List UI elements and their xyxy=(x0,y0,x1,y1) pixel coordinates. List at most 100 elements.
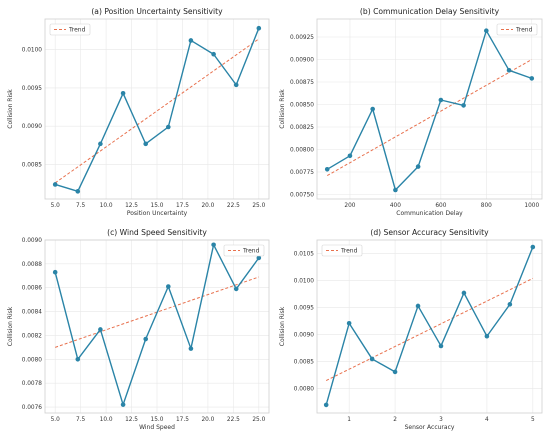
chart-1-legend-box xyxy=(49,23,91,36)
chart-2-y-tick-label: 0.00775 xyxy=(290,170,314,176)
chart-1-x-tick-label: 7.5 xyxy=(76,203,86,209)
chart-1-legend-label: Trend xyxy=(68,27,86,34)
chart-4-x-tick-label: 2 xyxy=(393,417,397,423)
chart-2-data-point xyxy=(484,28,489,33)
chart-3-x-tick-label: 12.5 xyxy=(125,417,138,423)
chart-2-x-axis-label: Communication Delay xyxy=(396,210,463,217)
chart-4-y-tick-label: 0.0100 xyxy=(294,279,315,285)
chart-1-data-point xyxy=(120,90,126,96)
chart-3-series-line xyxy=(54,244,260,406)
chart-4-y-tick-label: 0.0105 xyxy=(294,252,315,258)
chart-4-x-tick-label: 1 xyxy=(347,417,351,423)
chart-2-data-point xyxy=(415,164,421,169)
chart-1-y-tick-label: 0.0095 xyxy=(22,86,43,92)
chart-3-data-point xyxy=(120,402,126,407)
chart-3-legend-label: Trend xyxy=(242,248,260,255)
chart-2-data-point xyxy=(324,167,330,172)
chart-2-title: (b) Communication Delay Sensitivity xyxy=(360,7,500,16)
chart-2-x-tick-label: 200 xyxy=(344,203,355,209)
chart-1-x-tick-label: 25.0 xyxy=(252,203,265,209)
chart-3-data-point xyxy=(98,327,103,332)
chart-4-x-tick-label: 5 xyxy=(531,417,535,423)
chart-1-data-point xyxy=(188,38,194,43)
chart-2-legend: Trend xyxy=(496,23,538,36)
chart-4-data-point xyxy=(484,333,490,339)
chart-2-y-tick-label: 0.00875 xyxy=(290,80,314,86)
chart-4-data-point xyxy=(323,402,329,408)
chart-3-y-tick-label: 0.0080 xyxy=(22,357,43,363)
chart-3-x-tick-label: 15.0 xyxy=(151,417,164,423)
chart-2-frame xyxy=(316,18,543,200)
chart-3-frame xyxy=(44,239,270,414)
chart-2-data-point xyxy=(438,97,444,103)
chart-4-frame xyxy=(316,239,543,414)
chart-4-y-tick-label: 0.0090 xyxy=(294,333,315,339)
chart-4-title: (d) Sensor Accuracy Sensitivity xyxy=(370,228,489,237)
chart-2-y-tick-label: 0.00825 xyxy=(290,125,314,131)
chart-3-x-axis-label: Wind Speed xyxy=(139,424,175,431)
chart-4-panel: 1 2 3 4 5 0.0080 0.0085 0.0090 0.0095 0.0100 0.010… xyxy=(279,228,543,431)
chart-4-data-point xyxy=(507,302,513,307)
chart-2-data-point xyxy=(347,153,353,159)
chart-3-data-point xyxy=(233,286,239,292)
chart-4-y-axis-label: Collision Risk xyxy=(279,306,286,346)
chart-1-data-point xyxy=(75,189,81,194)
chart-2-data-point xyxy=(506,68,512,73)
chart-3-x-tick-label: 20.0 xyxy=(201,417,214,423)
chart-1-data-point xyxy=(256,25,262,31)
chart-4-data-point xyxy=(438,343,444,349)
chart-4-data-point xyxy=(415,303,421,309)
chart-4-x-tick-label: 4 xyxy=(485,417,489,423)
chart-2-legend-label: Trend xyxy=(515,27,533,34)
chart-4-data-point xyxy=(346,320,352,326)
chart-2-x-tick-label: 800 xyxy=(481,203,492,209)
chart-1-y-tick-label: 0.0090 xyxy=(22,124,43,130)
chart-2-series-line xyxy=(326,30,533,191)
chart-3-data-point xyxy=(75,357,81,362)
chart-1-series-line xyxy=(54,27,260,193)
chart-3-title: (c) Wind Speed Sensitivity xyxy=(107,228,207,237)
chart-1-x-tick-label: 15.0 xyxy=(151,203,164,209)
chart-3-y-tick-label: 0.0088 xyxy=(22,262,43,268)
chart-2-y-tick-label: 0.00925 xyxy=(290,35,314,41)
chart-3-legend: Trend xyxy=(223,244,265,257)
chart-3-x-tick-label: 10.0 xyxy=(100,417,113,423)
chart-1-data-point xyxy=(211,51,216,57)
chart-1-x-tick-label: 10.0 xyxy=(100,203,113,209)
chart-4-series-line xyxy=(325,246,534,406)
chart-3-y-tick-label: 0.0078 xyxy=(22,381,43,387)
chart-4-x-axis-label: Sensor Accuracy xyxy=(405,424,455,431)
chart-2-data-point xyxy=(529,76,535,81)
chart-2-trend-line xyxy=(326,59,533,177)
chart-1-data-point xyxy=(52,182,58,187)
chart-4-data-point xyxy=(530,244,536,250)
chart-2-y-tick-label: 0.00800 xyxy=(290,148,314,154)
chart-2-data-point xyxy=(461,103,466,108)
chart-2-plot-area xyxy=(317,19,542,199)
chart-3-x-tick-label: 7.5 xyxy=(76,417,86,423)
chart-3-data-point xyxy=(143,336,148,342)
chart-1-frame xyxy=(44,18,270,200)
chart-4-legend: Trend xyxy=(321,244,363,257)
chart-4-legend-box xyxy=(321,244,363,257)
chart-3-data-point xyxy=(211,242,216,248)
chart-2-y-tick-label: 0.00750 xyxy=(290,193,314,199)
chart-1-data-point xyxy=(143,141,148,147)
chart-1-legend: Trend xyxy=(49,23,91,36)
chart-3-y-tick-label: 0.0086 xyxy=(22,286,43,292)
chart-3-y-tick-label: 0.0076 xyxy=(22,405,43,411)
chart-1-x-tick-label: 12.5 xyxy=(125,203,138,209)
chart-1-data-point xyxy=(166,124,171,130)
chart-3-x-tick-label: 22.5 xyxy=(227,417,240,423)
chart-1-x-tick-label: 17.5 xyxy=(176,203,189,209)
chart-2-x-tick-label: 1000 xyxy=(524,203,539,209)
chart-1-x-tick-label: 22.5 xyxy=(227,203,240,209)
chart-3-y-tick-label: 0.0082 xyxy=(22,333,43,339)
chart-1-y-tick-label: 0.0100 xyxy=(22,48,43,54)
chart-2-y-tick-label: 0.00850 xyxy=(290,103,314,109)
chart-3-x-tick-label: 17.5 xyxy=(176,417,189,423)
chart-2-data-point xyxy=(370,106,375,112)
chart-1-panel: 5.0 7.5 10.0 12.5 15.0 17.5 20.0 22.5 25.0 0.0085… xyxy=(7,7,270,217)
chart-1-x-tick-label: 5.0 xyxy=(51,203,61,209)
chart-3-x-tick-label: 5.0 xyxy=(51,417,61,423)
